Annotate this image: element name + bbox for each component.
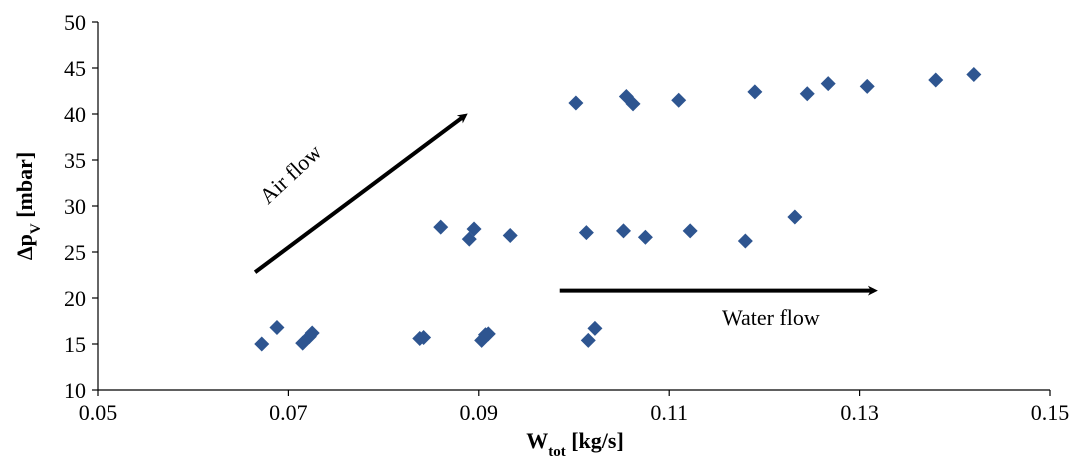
- data-point: [466, 221, 482, 237]
- data-point: [578, 225, 594, 241]
- y-tick-label: 25: [64, 240, 86, 265]
- data-point: [859, 78, 875, 94]
- y-tick-label: 15: [64, 332, 86, 357]
- y-axis-title: ΔpV [mbar]: [12, 152, 44, 260]
- data-point: [433, 219, 449, 235]
- y-tick-label: 10: [64, 378, 86, 403]
- data-point: [747, 84, 763, 100]
- x-tick-label: 0.09: [460, 400, 499, 425]
- y-tick-label: 40: [64, 102, 86, 127]
- axis-titles: Wtot [kg/s] ΔpV [mbar]: [12, 152, 624, 456]
- data-point: [254, 336, 270, 352]
- y-tick-label: 20: [64, 286, 86, 311]
- data-point: [928, 72, 944, 88]
- x-tick-label: 0.11: [650, 400, 688, 425]
- data-point: [480, 326, 496, 342]
- data-point: [682, 223, 698, 239]
- air-flow-arrow: [253, 113, 468, 274]
- y-tick-label: 45: [64, 56, 86, 81]
- data-points: [254, 66, 982, 352]
- data-point: [580, 332, 596, 348]
- water-flow-label: Water flow: [722, 305, 820, 330]
- data-point: [799, 86, 815, 102]
- data-point: [820, 76, 836, 92]
- axes: [97, 22, 1050, 391]
- data-point: [616, 223, 632, 239]
- ticks: 10 15 20 25 30 35 40 45 50 0.05 0.07 0.09 0.11 0.13 0.…: [64, 10, 1069, 425]
- data-point: [737, 233, 753, 249]
- data-point: [787, 209, 803, 225]
- data-point: [269, 319, 285, 335]
- y-tick-label: 30: [64, 194, 86, 219]
- data-point: [304, 325, 320, 341]
- x-tick-label: 0.07: [269, 400, 308, 425]
- data-point: [502, 227, 518, 243]
- x-tick-label: 0.13: [840, 400, 879, 425]
- annotations: Air flow Water flow: [253, 113, 878, 330]
- data-point: [568, 95, 584, 111]
- data-point: [637, 229, 653, 245]
- x-axis-title: Wtot [kg/s]: [526, 428, 624, 456]
- y-tick-label: 50: [64, 10, 86, 35]
- x-tick-label: 0.05: [79, 400, 118, 425]
- data-point: [416, 330, 432, 346]
- y-tick-label: 35: [64, 148, 86, 173]
- air-flow-label: Air flow: [254, 139, 326, 209]
- data-point: [671, 92, 687, 108]
- data-point: [966, 66, 982, 82]
- data-point: [587, 320, 603, 336]
- data-point: [625, 96, 641, 112]
- x-tick-label: 0.15: [1031, 400, 1070, 425]
